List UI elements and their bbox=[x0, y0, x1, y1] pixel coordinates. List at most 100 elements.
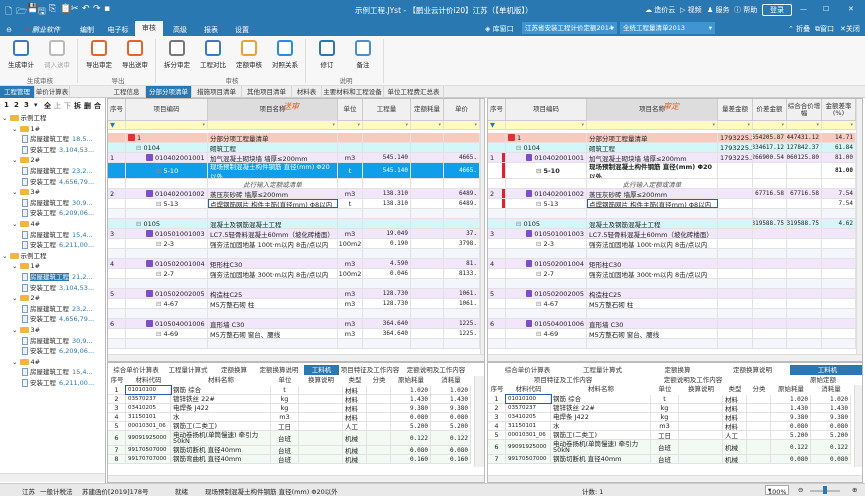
horizontal-scrollbar[interactable] bbox=[108, 354, 484, 361]
table-row[interactable]: 1 01010100 钢筋 综合 t 材料 1.020 1.020 bbox=[488, 394, 851, 404]
table-row[interactable]: 5 00010301_06 钢筋工(二类工) 工日 人工 5.200 5.200 bbox=[108, 422, 471, 431]
table-row[interactable] bbox=[108, 249, 480, 259]
column-header[interactable]: 分类 bbox=[747, 385, 771, 394]
table-row[interactable]: 3 010501001003 LC7.5轻骨料混凝土60mm（坡化砖楼面） bbox=[488, 229, 856, 239]
dropdown-icon[interactable]: ▾ bbox=[474, 122, 477, 128]
chevron-down-icon[interactable]: ⌄ bbox=[12, 156, 20, 165]
column-header[interactable]: 原始耗量 bbox=[771, 385, 811, 394]
filter-cell[interactable]: ▾ bbox=[363, 121, 411, 129]
filter-cell[interactable]: ▼ bbox=[108, 121, 126, 129]
table-row[interactable]: 1 010402001001 加气混凝土砌块墙 墙厚≤200mm 1793225. 26… bbox=[488, 153, 856, 163]
dropdown-icon[interactable]: ▾ bbox=[712, 122, 715, 128]
table-row[interactable]: 6 010504001006 直形墙 C30 m3 364.640 1225. bbox=[108, 319, 480, 329]
table-row[interactable]: 4 31150101 水 m3 材料 0.080 0.080 bbox=[488, 422, 851, 431]
fold-button[interactable]: ⌃ 折叠 bbox=[788, 25, 811, 33]
table-row[interactable]: 6 99091925000 电动卷扬机(单筒慢速) 牵引力50kN 台班 机械 0.122… bbox=[108, 431, 471, 446]
menu-4[interactable]: 报表 bbox=[204, 26, 218, 34]
close-window-icon[interactable]: ✕ bbox=[848, 5, 854, 13]
ribbon-button-gear[interactable]: 对照关系 bbox=[268, 40, 302, 69]
tree-node[interactable]: 房屋建筑工程 18,5... bbox=[22, 134, 93, 144]
column-header[interactable]: 序号 bbox=[108, 376, 126, 385]
expand-icon[interactable]: ⊟ bbox=[536, 329, 542, 338]
table-row[interactable]: ⊟ 5-13 点焊钢筋网片 构件主筋(直径mm) Φ8以内 7.54 bbox=[488, 199, 856, 209]
filter-cell[interactable]: ▾ bbox=[753, 121, 787, 129]
bottom-tab-2[interactable]: 定额换算 bbox=[664, 366, 691, 374]
column-header[interactable]: 价差金额 bbox=[753, 99, 787, 121]
chevron-down-icon[interactable]: ⌄ bbox=[12, 220, 20, 228]
menu-3[interactable]: 高级 bbox=[173, 26, 187, 34]
table-row[interactable]: ⊟ 0105 混凝土及钢筋混凝土工程 319588.75 319588.75 4.62 bbox=[488, 219, 856, 229]
tree-tool-5[interactable]: 上 bbox=[54, 102, 61, 110]
chevron-down-icon[interactable]: ⌄ bbox=[12, 262, 20, 271]
table-row[interactable] bbox=[488, 339, 856, 349]
column-header[interactable]: 序号 bbox=[488, 385, 506, 394]
zoom-out-icon[interactable]: ⊖ bbox=[798, 486, 804, 494]
tree-node[interactable]: ⌄ 4# bbox=[12, 357, 40, 367]
column-header[interactable]: 换算说明 bbox=[299, 376, 343, 385]
bottom-tab-4[interactable]: 工料机 bbox=[304, 365, 339, 375]
dropdown-icon[interactable]: ▾ bbox=[816, 122, 819, 128]
column-header[interactable]: 材料代码 bbox=[506, 385, 551, 394]
table-row[interactable] bbox=[108, 309, 480, 319]
filter-cell[interactable]: ▾ bbox=[587, 121, 718, 129]
open-folder-icon[interactable]: 🗁 bbox=[16, 7, 28, 17]
table-row[interactable]: ⊟ 0104 砌筑工程 bbox=[108, 143, 480, 153]
tree-node[interactable]: 房屋建筑工程 15,4... bbox=[22, 367, 93, 377]
table-row[interactable]: 6 99091925000 电动卷扬机(单筒慢速) 牵引力50kN 台班 机械 0.122… bbox=[488, 440, 851, 455]
table-row[interactable]: 7 99170507000 钢筋切断机 直径40mm 台班 机械 0.080 0.080 bbox=[108, 446, 471, 455]
column-header[interactable]: 工程量 bbox=[363, 99, 411, 121]
tree-node[interactable]: ⌄ 示例工程 bbox=[2, 113, 47, 123]
vertical-scrollbar[interactable] bbox=[854, 385, 862, 467]
table-row[interactable] bbox=[488, 209, 856, 219]
paste-icon[interactable]: 📋 bbox=[60, 4, 72, 14]
expand-icon[interactable]: ⊟ bbox=[156, 166, 162, 175]
expand-icon[interactable]: ⊟ bbox=[156, 329, 162, 338]
dropdown-icon[interactable]: ▾ bbox=[405, 122, 408, 128]
ribbon-button-note[interactable]: 备注 bbox=[346, 40, 380, 69]
table-row[interactable]: ⊟ 5-10 现场预制混凝土构件钢筋 直径(mm) Φ20以外 t 545.140 466… bbox=[108, 163, 480, 179]
filter-cell[interactable]: ▾ bbox=[126, 121, 208, 129]
bottom-tab-2[interactable]: 定额换算 bbox=[221, 366, 247, 374]
table-row[interactable]: 2 010402001002 蒸压灰砂砖 墙厚≤200mm m3 138.310 6489… bbox=[108, 189, 480, 199]
table-row[interactable]: ⊟ 4-67 M5方整石砌 柱 m3 128.730 1061. bbox=[108, 299, 480, 309]
redo-icon[interactable]: ↷ bbox=[93, 4, 101, 14]
expand-icon[interactable]: ⊟ bbox=[156, 239, 162, 248]
table-row[interactable]: 4 010502001004 矩形柱C30 bbox=[488, 259, 856, 269]
tree-node[interactable]: 安装工程 6,211,00... bbox=[22, 378, 94, 388]
vertical-scrollbar[interactable] bbox=[480, 99, 484, 355]
tree-node[interactable]: ⌄ 示例工程 bbox=[2, 251, 47, 261]
ribbon-button-split[interactable]: 拆分审定 bbox=[160, 40, 194, 69]
table-row[interactable]: 此行输入定额或清单 bbox=[488, 179, 856, 189]
close-panel-button[interactable]: ✕关闭 bbox=[840, 25, 860, 33]
table-row[interactable]: 3 03410205 电焊条 J422 kg 材料 9.380 9.380 bbox=[488, 413, 851, 422]
tree-node[interactable]: ⌄ 4# bbox=[12, 219, 40, 229]
table-row[interactable] bbox=[488, 279, 856, 289]
ribbon-button-quota-audit[interactable]: 定额审核 bbox=[232, 40, 266, 69]
main-tab-2[interactable]: 措施项目清单 bbox=[192, 86, 242, 98]
main-tab-0[interactable]: 工程信息 bbox=[108, 86, 146, 98]
left-tab-0[interactable]: 工程管理 bbox=[0, 86, 35, 98]
column-header[interactable]: 类型 bbox=[723, 385, 747, 394]
table-row[interactable]: ⊟ 4-69 M5方整石砌 窗台、腰线 m3 364.640 1225. bbox=[108, 329, 480, 339]
tree-node[interactable]: 安装工程 6,209,06... bbox=[22, 208, 94, 218]
table-row[interactable] bbox=[108, 279, 480, 289]
chevron-down-icon[interactable]: ⌄ bbox=[12, 294, 20, 303]
ribbon-button-export-approved[interactable]: 导出审定 bbox=[82, 40, 116, 69]
table-row[interactable]: 6 010504001006 直形墙 C30 bbox=[488, 319, 856, 329]
dropdown-icon[interactable]: ▾ bbox=[747, 122, 750, 128]
table-row[interactable]: 5 00010301_06 钢筋工(二类工) 工日 人工 5.200 5.200 bbox=[488, 431, 851, 440]
dropdown-icon[interactable]: ▾ bbox=[581, 122, 584, 128]
table-row[interactable]: ⊟0104砌筑工程1793225.26334617.122127842.3761… bbox=[488, 143, 856, 153]
tree-tool-8[interactable]: 删 bbox=[84, 102, 91, 110]
filter-cell[interactable]: ▾ bbox=[506, 121, 587, 129]
bottom-tab-3[interactable]: 定额换算说明 bbox=[259, 366, 299, 374]
column-header[interactable]: 项目名称 bbox=[587, 99, 718, 121]
vertical-scrollbar[interactable] bbox=[856, 99, 862, 355]
service-button[interactable]: ♟ 服务 bbox=[707, 6, 730, 14]
tree-tool-1[interactable]: 2 bbox=[14, 101, 19, 109]
help-button[interactable]: ⓘ 帮助 bbox=[734, 6, 758, 14]
table-row[interactable]: 1 01010100 钢筋 综合 t 材料 1.020 1.020 bbox=[108, 385, 471, 395]
zoom-in-icon[interactable]: ⊕ bbox=[852, 486, 858, 494]
back-icon[interactable]: ⊖ bbox=[6, 26, 12, 34]
tree-node[interactable]: 安装工程 6,211,00... bbox=[22, 240, 94, 250]
